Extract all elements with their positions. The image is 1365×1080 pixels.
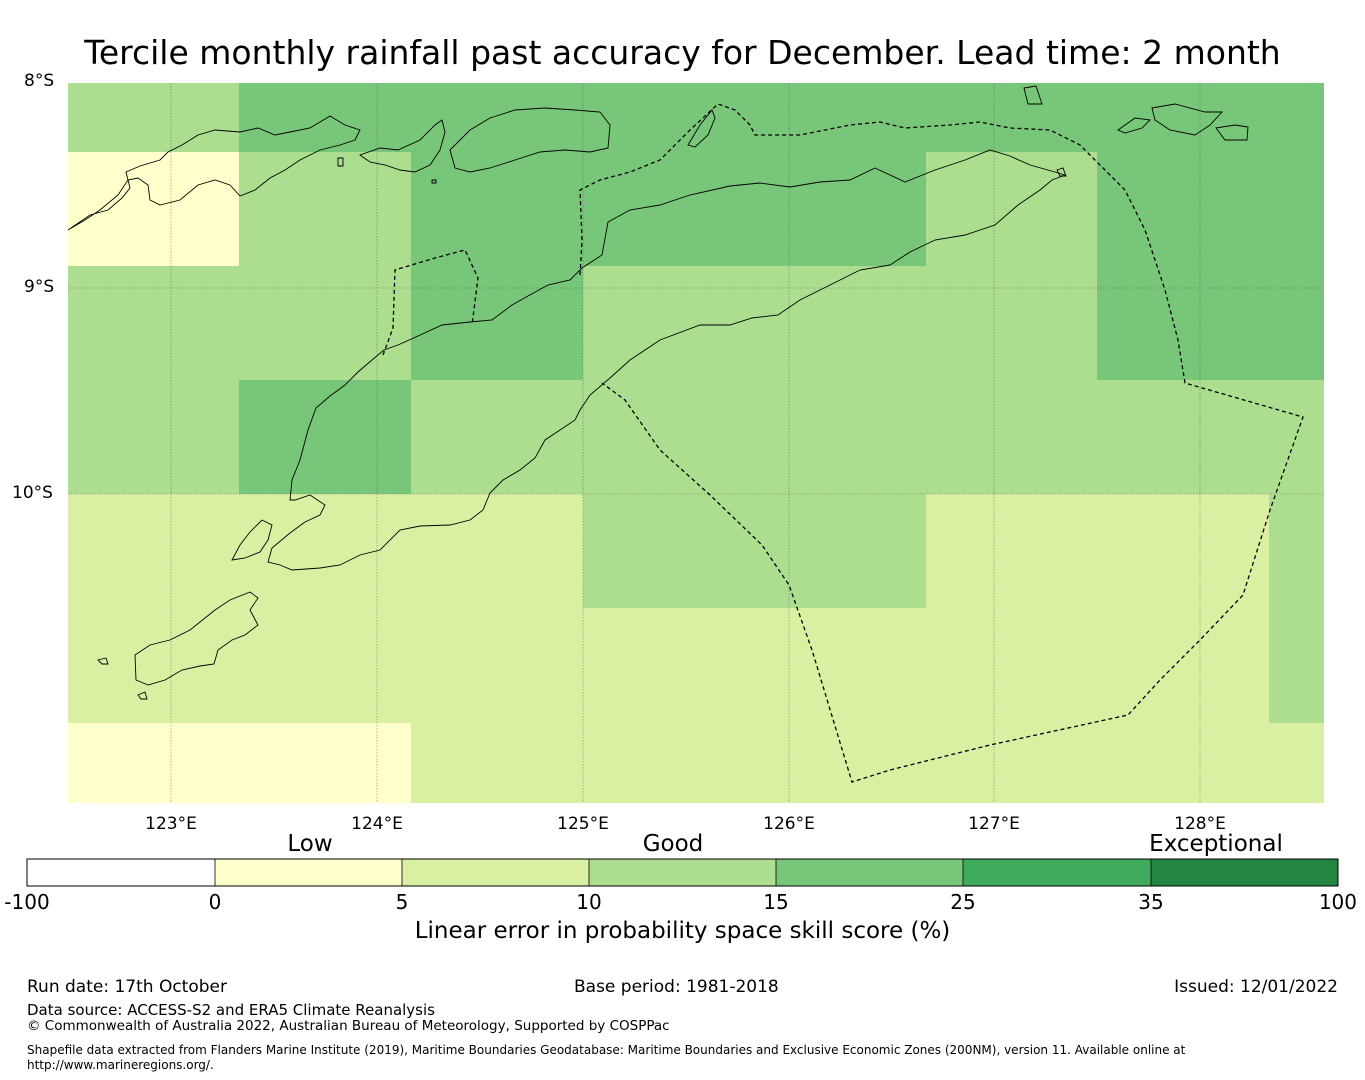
colorbar-category-good: Good <box>642 831 704 857</box>
small-island <box>1215 124 1249 141</box>
run-date: Run date: 17th October <box>27 977 227 997</box>
colorbar-tick-label: 5 <box>395 890 409 914</box>
lon-label: 125°E <box>557 814 609 834</box>
grid-cell <box>1269 494 1324 608</box>
grid-cell <box>68 266 411 380</box>
shapefile-credit: Shapefile data extracted from Flanders M… <box>27 1043 1186 1057</box>
grid-cell <box>68 723 411 803</box>
skill-score-grid <box>68 83 1324 803</box>
grid-cell <box>1097 266 1324 380</box>
eez-boundary <box>382 103 1304 783</box>
grid-cell <box>411 266 583 380</box>
lat-label: 8°S <box>24 71 55 91</box>
grid-cell <box>1269 608 1324 723</box>
grid-cell <box>239 380 411 494</box>
colorbar-category-low: Low <box>287 831 333 857</box>
colorbar-tick-label: 15 <box>763 890 789 914</box>
colorbar-label: Linear error in probability space skill … <box>414 918 951 944</box>
lon-label: 124°E <box>351 814 403 834</box>
colorbar <box>26 858 1339 887</box>
colorbar-segment <box>963 859 1151 886</box>
alor-coast <box>359 119 446 173</box>
colorbar-segment <box>1151 859 1338 886</box>
grid-cell <box>68 608 1269 723</box>
shapefile-url: http://www.marineregions.org/. <box>27 1058 214 1072</box>
colorbar-segment <box>402 859 589 886</box>
grid-cell <box>411 152 926 266</box>
small-island <box>1056 167 1067 177</box>
lon-label: 123°E <box>145 814 197 834</box>
colorbar-segment <box>589 859 776 886</box>
small-island <box>337 157 344 167</box>
grid-cell <box>926 152 1097 266</box>
colorbar-tick-label: 35 <box>1138 890 1164 914</box>
grid-cell <box>239 152 411 266</box>
coastlines <box>67 85 1249 700</box>
small-island <box>431 179 437 184</box>
base-period: Base period: 1981-2018 <box>574 977 779 997</box>
colorbar-segment <box>215 859 402 886</box>
small-island <box>1117 117 1151 134</box>
colorbar-category-exceptional: Exceptional <box>1149 831 1283 857</box>
wetar-coast <box>449 107 611 173</box>
lon-label: 127°E <box>968 814 1020 834</box>
colorbar-tick-label: 25 <box>950 890 976 914</box>
small-island <box>1023 85 1043 105</box>
small-island <box>1151 103 1224 136</box>
small-island <box>137 691 148 700</box>
sumba-coast <box>134 591 259 686</box>
grid-cell <box>583 266 1097 380</box>
northern-islands-coast <box>67 115 361 231</box>
grid-cell <box>411 380 1324 494</box>
lat-label: 10°S <box>12 483 53 503</box>
grid-cell <box>411 723 1324 803</box>
grid-cell <box>68 152 239 266</box>
colorbar-outline <box>26 858 1339 887</box>
copyright: © Commonwealth of Australia 2022, Austra… <box>27 1018 670 1034</box>
data-source: Data source: ACCESS-S2 and ERA5 Climate … <box>27 1001 435 1019</box>
grid-cell <box>68 380 239 494</box>
grid-cell <box>68 494 583 608</box>
timor-island-coast <box>267 149 1067 571</box>
graticule <box>68 83 1324 803</box>
grid-cell <box>68 83 239 152</box>
colorbar-tick-label: 0 <box>208 890 222 914</box>
grid-cell <box>583 494 926 608</box>
grid-cell <box>1097 152 1324 266</box>
rote-coast <box>231 519 273 561</box>
lon-label: 128°E <box>1174 814 1226 834</box>
sumba-coast <box>97 657 109 665</box>
colorbar-segment <box>27 859 215 886</box>
colorbar-segment <box>776 859 963 886</box>
map-title: Tercile monthly rainfall past accuracy f… <box>84 33 1281 72</box>
lon-label: 126°E <box>763 814 815 834</box>
colorbar-tick-label: 100 <box>1318 890 1357 914</box>
grid-cell <box>926 494 1269 608</box>
grid-cell <box>239 83 1324 152</box>
colorbar-tick-label: -100 <box>4 890 50 914</box>
lat-label: 9°S <box>24 277 55 297</box>
issued-date: Issued: 12/01/2022 <box>1174 977 1338 997</box>
colorbar-tick-label: 10 <box>576 890 602 914</box>
atauro-coast <box>687 109 716 148</box>
